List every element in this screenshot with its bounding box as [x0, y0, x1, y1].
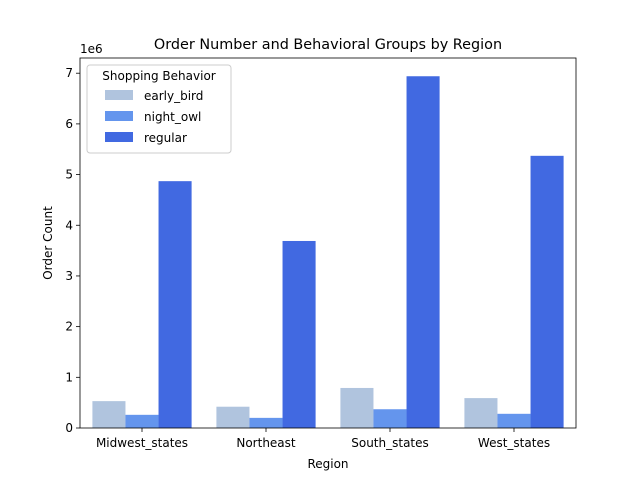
bar-regular-Northeast: [282, 240, 316, 428]
chart-title: Order Number and Behavioral Groups by Re…: [154, 37, 502, 53]
y-tick-label: 0: [65, 421, 73, 435]
bar-regular-West_states: [530, 155, 564, 429]
y-axis-label: Order Count: [41, 206, 55, 280]
bar-early_bird-Midwest_states: [92, 401, 126, 428]
bar-regular-Midwest_states: [158, 181, 192, 428]
x-tick-label: West_states: [478, 436, 550, 450]
y-tick-label: 3: [65, 269, 73, 283]
legend-swatch-night_owl: [105, 111, 133, 121]
bar-night_owl-Northeast: [249, 417, 283, 428]
bar-night_owl-South_states: [373, 409, 407, 428]
legend-swatch-early_bird: [105, 90, 133, 100]
y-tick-label: 6: [65, 117, 73, 131]
bar-night_owl-Midwest_states: [125, 414, 159, 428]
legend-swatch-regular: [105, 132, 133, 142]
bar-regular-South_states: [406, 76, 440, 428]
x-tick-label: Northeast: [236, 436, 296, 450]
legend-label-night_owl: night_owl: [144, 110, 201, 124]
bar-early_bird-Northeast: [216, 406, 250, 428]
y-offset-label: 1e6: [80, 42, 103, 56]
legend-label-early_bird: early_bird: [144, 89, 203, 103]
x-axis-label: Region: [307, 457, 348, 471]
legend-label-regular: regular: [144, 131, 187, 145]
bar-early_bird-West_states: [464, 398, 498, 428]
plot-area: 0 1 2 3 4 5 6 7 Midwest_states Northeast South_sta…: [65, 66, 564, 450]
y-tick-label: 7: [65, 66, 73, 80]
y-tick-label: 5: [65, 168, 73, 182]
x-tick-label: Midwest_states: [96, 436, 188, 450]
legend: Shopping Behavior early_bird night_owlregu…: [86, 64, 232, 154]
bar-early_bird-South_states: [340, 387, 374, 428]
bar-night_owl-West_states: [497, 413, 531, 428]
y-tick-label: 4: [65, 218, 73, 232]
x-tick-label: South_states: [351, 436, 429, 450]
legend-title: Shopping Behavior: [102, 69, 216, 83]
y-tick-label: 1: [65, 370, 73, 384]
y-tick-label: 2: [65, 320, 73, 334]
axes-frame: [79, 57, 577, 429]
legend-box: [86, 64, 232, 154]
